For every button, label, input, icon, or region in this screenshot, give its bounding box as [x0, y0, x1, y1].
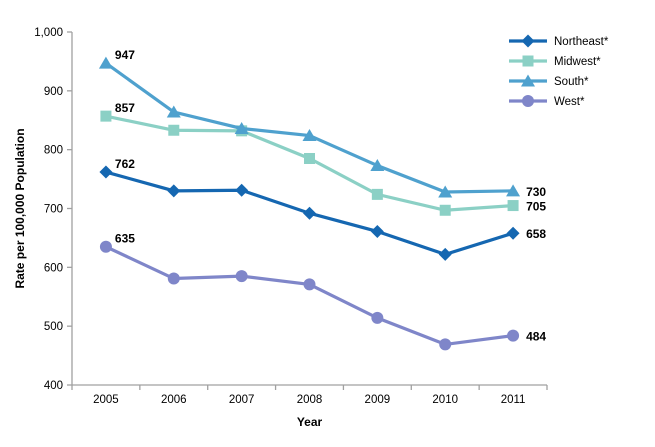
marker-south-2011: [506, 184, 521, 197]
y-tick-label: 1,000: [34, 27, 63, 39]
marker-northeast-2011: [506, 226, 520, 240]
data-label-west-start: 635: [115, 232, 135, 246]
marker-midwest-2010: [439, 204, 451, 216]
x-tick-label: 2008: [297, 394, 323, 406]
marker-west-2011: [507, 329, 520, 342]
x-tick-label: 2005: [93, 394, 119, 406]
marker-northeast-2009: [370, 224, 384, 238]
marker-midwest-2006: [168, 124, 180, 136]
legend-label-west: West*: [554, 96, 585, 108]
y-tick-label: 500: [44, 321, 63, 333]
y-tick-label: 700: [44, 204, 63, 216]
marker-midwest-2008: [304, 152, 315, 164]
data-label-south-start: 947: [115, 48, 135, 62]
data-label-south-end: 730: [526, 185, 546, 199]
data-label-northeast-end: 658: [526, 227, 546, 241]
data-label-midwest-end: 705: [526, 200, 546, 214]
y-axis-title: Rate per 100,000 Population: [13, 128, 27, 288]
marker-west-2005: [99, 240, 112, 253]
legend-circle-icon: [522, 95, 534, 107]
marker-south-2008: [302, 129, 317, 142]
series-line-west: [105, 245, 514, 347]
data-label-northeast-start: 762: [115, 157, 135, 171]
legend-label-northeast: Northeast*: [554, 36, 609, 48]
marker-midwest-2009: [371, 188, 383, 200]
x-tick-label: 2006: [161, 394, 187, 406]
legend-label-midwest: Midwest*: [554, 56, 601, 68]
marker-south-2009: [370, 159, 385, 172]
x-tick-label: 2007: [229, 394, 255, 406]
y-tick-label: 800: [44, 145, 63, 157]
legend-label-south: South*: [554, 76, 589, 88]
marker-south-2006: [166, 105, 181, 118]
legend-item-south: South*: [509, 74, 589, 88]
y-tick-label: 900: [44, 86, 63, 98]
marker-south-2007: [234, 121, 249, 134]
marker-west-2006: [167, 272, 180, 285]
legend-item-northeast: Northeast*: [509, 34, 609, 48]
marker-midwest-2005: [100, 110, 112, 122]
marker-midwest-2011: [507, 200, 519, 212]
marker-northeast-2008: [303, 206, 316, 220]
x-tick-label: 2011: [501, 394, 526, 406]
legend-triangle-icon: [521, 74, 535, 87]
legend-item-west: West*: [509, 95, 585, 108]
marker-west-2007: [235, 270, 248, 283]
marker-south-2005: [98, 56, 113, 69]
marker-northeast-2006: [167, 184, 181, 198]
data-label-midwest-start: 857: [115, 101, 135, 115]
y-tick-label: 600: [44, 262, 63, 274]
x-tick-label: 2009: [365, 394, 391, 406]
marker-south-2010: [438, 185, 453, 198]
marker-northeast-2010: [438, 247, 452, 261]
y-tick-label: 400: [44, 380, 63, 392]
marker-west-2008: [303, 278, 316, 291]
legend-diamond-icon: [521, 34, 535, 48]
data-label-west-end: 484: [526, 330, 546, 344]
legend-item-midwest: Midwest*: [509, 55, 601, 68]
legend-square-icon: [522, 55, 534, 67]
x-tick-label: 2010: [432, 394, 458, 406]
marker-west-2010: [439, 338, 452, 351]
marker-northeast-2005: [99, 165, 113, 179]
x-axis-title: Year: [297, 415, 323, 429]
marker-northeast-2007: [235, 183, 249, 197]
marker-west-2009: [371, 311, 384, 324]
